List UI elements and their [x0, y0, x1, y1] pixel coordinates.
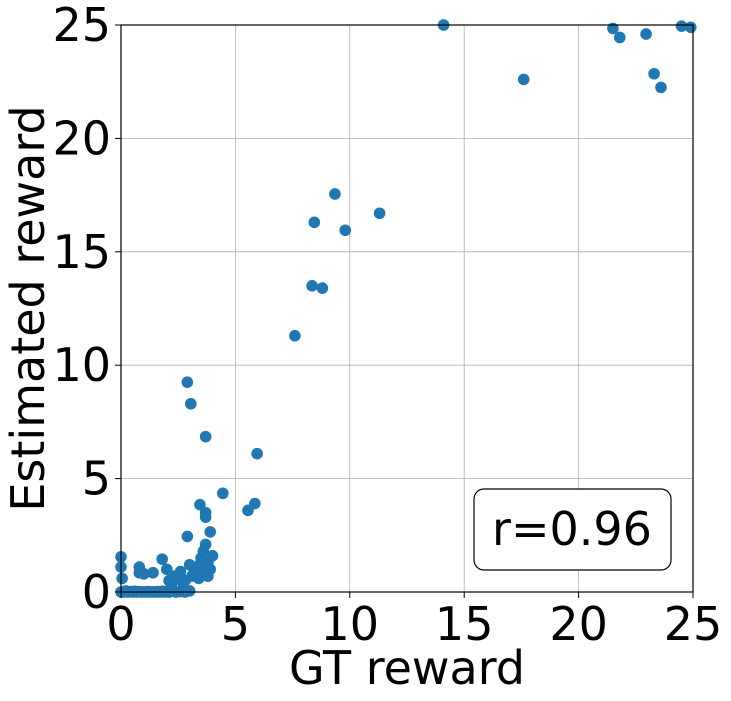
- x-tick-labels: 0 5 10 15 20 25: [106, 592, 722, 651]
- data-point: [217, 487, 229, 500]
- data-points: [115, 19, 697, 598]
- data-point: [517, 73, 530, 86]
- data-point: [202, 570, 214, 582]
- data-point: [181, 530, 194, 543]
- data-point: [316, 282, 329, 294]
- data-point: [199, 506, 212, 519]
- plot-frame: [120, 24, 694, 593]
- y-tick-labels: 0 5 10 15 20 25: [52, 0, 121, 619]
- y-tick-label: 10: [52, 338, 111, 392]
- data-point: [199, 430, 212, 443]
- data-point: [183, 585, 196, 597]
- data-point: [199, 538, 212, 551]
- correlation-annotation: r=0.96: [473, 488, 672, 571]
- x-axis-label: GT reward: [289, 641, 525, 695]
- data-point: [156, 553, 168, 565]
- data-point: [251, 447, 263, 460]
- data-point: [116, 572, 128, 585]
- data-point: [613, 31, 626, 44]
- x-tick-label: 0: [106, 597, 135, 651]
- data-point: [174, 565, 187, 578]
- data-point: [339, 224, 352, 237]
- x-tick-label: 20: [549, 597, 608, 651]
- y-tick-label: 15: [52, 225, 111, 279]
- data-point: [640, 28, 652, 40]
- data-point: [684, 21, 697, 34]
- data-point: [648, 67, 660, 80]
- data-point: [147, 566, 159, 579]
- x-tick-label: 5: [221, 597, 250, 651]
- data-point: [138, 568, 150, 580]
- annotation-text: r=0.96: [492, 502, 652, 556]
- data-point: [206, 549, 219, 562]
- data-point: [181, 376, 194, 389]
- data-point: [195, 556, 207, 569]
- data-point: [249, 497, 261, 510]
- data-point: [204, 526, 217, 538]
- data-point: [329, 188, 341, 200]
- data-point: [306, 280, 318, 292]
- data-point: [289, 329, 301, 342]
- data-point: [373, 207, 386, 220]
- x-tick-label: 10: [321, 597, 380, 651]
- data-point: [184, 397, 197, 410]
- y-tick-label: 20: [52, 111, 111, 165]
- y-tick-label: 5: [82, 452, 111, 506]
- y-tick-label: 0: [82, 565, 111, 619]
- y-axis-label: Estimated reward: [1, 105, 55, 511]
- x-tick-label: 15: [435, 597, 494, 651]
- data-point: [655, 81, 667, 94]
- data-point: [675, 20, 688, 32]
- x-tick-label: 25: [664, 597, 723, 651]
- annotation-box: [473, 488, 672, 571]
- y-tick-label: 25: [52, 0, 111, 52]
- data-point: [308, 216, 321, 229]
